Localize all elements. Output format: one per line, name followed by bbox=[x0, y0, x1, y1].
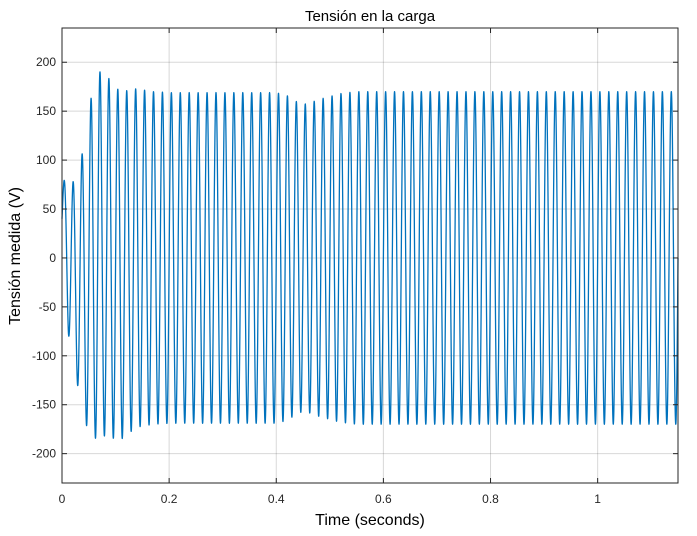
chart-title: Tensión en la carga bbox=[305, 8, 436, 25]
voltage-series-line bbox=[61, 71, 679, 440]
series-layer bbox=[61, 71, 679, 440]
axes-box bbox=[61, 27, 679, 484]
y-tick-label: 100 bbox=[36, 153, 56, 167]
x-tick-label: 1 bbox=[594, 492, 601, 506]
y-tick-label: -50 bbox=[39, 300, 57, 314]
x-tick-label: 0.2 bbox=[161, 492, 178, 506]
x-tick-label: 0.4 bbox=[268, 492, 285, 506]
y-tick-label: -200 bbox=[32, 447, 56, 461]
y-tick-label: -100 bbox=[32, 349, 56, 363]
y-tick-label: 200 bbox=[36, 55, 56, 69]
y-axis-label: Tensión medida (V) bbox=[7, 187, 24, 325]
y-tick-label: 150 bbox=[36, 104, 56, 118]
y-tick-label: 50 bbox=[43, 202, 57, 216]
plot-area: 0 0.2 0.4 0.6 0.8 1 -200 -150 -100 -50 0 50 100 150 20… bbox=[32, 27, 679, 506]
x-axis-label: Time (seconds) bbox=[315, 512, 425, 529]
x-tick-label: 0.6 bbox=[375, 492, 392, 506]
x-tick-label: 0 bbox=[59, 492, 66, 506]
y-tick-label: -150 bbox=[32, 398, 56, 412]
x-tick-label: 0.8 bbox=[482, 492, 499, 506]
y-tick-label: 0 bbox=[49, 251, 56, 265]
ticks: 0 0.2 0.4 0.6 0.8 1 -200 -150 -100 -50 0 50 100 150 20… bbox=[32, 28, 678, 506]
